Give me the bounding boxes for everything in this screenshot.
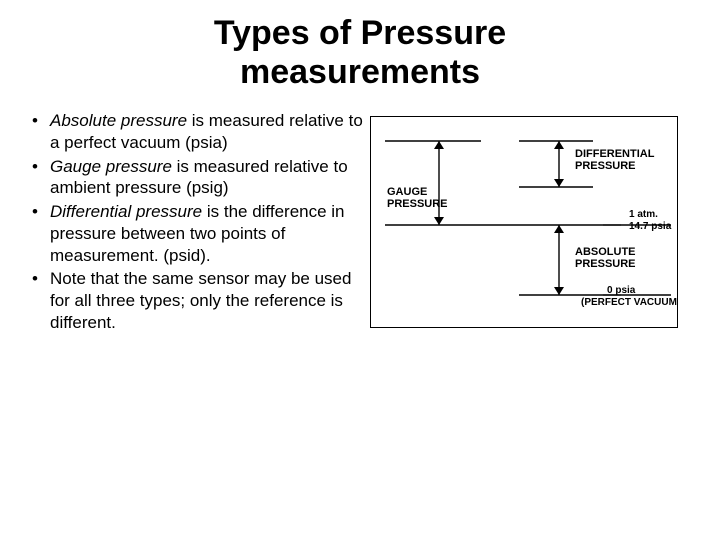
term: Gauge pressure [50, 157, 172, 176]
svg-text:GAUGE: GAUGE [387, 186, 427, 198]
svg-text:PRESSURE: PRESSURE [387, 198, 448, 210]
term-rest: Note that the same sensor may be used fo… [50, 269, 351, 332]
title-line-1: Types of Pressure [214, 14, 506, 52]
text-column: Absolute pressure is measured relative t… [0, 110, 370, 336]
svg-text:(PERFECT VACUUM): (PERFECT VACUUM) [581, 297, 677, 308]
svg-text:14.7 psia: 14.7 psia [629, 221, 672, 232]
svg-text:DIFFERENTIAL: DIFFERENTIAL [575, 148, 655, 160]
slide: Types of Pressure measurements Absolute … [0, 0, 720, 540]
bullet-list: Absolute pressure is measured relative t… [28, 110, 370, 334]
list-item: Gauge pressure is measured relative to a… [28, 156, 370, 200]
svg-text:PRESSURE: PRESSURE [575, 258, 636, 270]
svg-text:0 psia: 0 psia [607, 285, 636, 296]
svg-text:PRESSURE: PRESSURE [575, 160, 636, 172]
pressure-diagram-svg: GAUGEPRESSUREDIFFERENTIALPRESSUREABSOLUT… [371, 117, 677, 327]
svg-text:1 atm.: 1 atm. [629, 209, 658, 220]
title-line-2: measurements [240, 53, 480, 91]
diagram-column: GAUGEPRESSUREDIFFERENTIALPRESSUREABSOLUT… [370, 110, 685, 328]
term: Absolute pressure [50, 111, 187, 130]
content-row: Absolute pressure is measured relative t… [0, 110, 720, 336]
svg-text:ABSOLUTE: ABSOLUTE [575, 246, 636, 258]
slide-title: Types of Pressure measurements [0, 0, 720, 92]
pressure-diagram: GAUGEPRESSUREDIFFERENTIALPRESSUREABSOLUT… [370, 116, 678, 328]
list-item: Differential pressure is the difference … [28, 201, 370, 266]
list-item: Absolute pressure is measured relative t… [28, 110, 370, 154]
list-item: Note that the same sensor may be used fo… [28, 268, 370, 333]
term: Differential pressure [50, 202, 202, 221]
